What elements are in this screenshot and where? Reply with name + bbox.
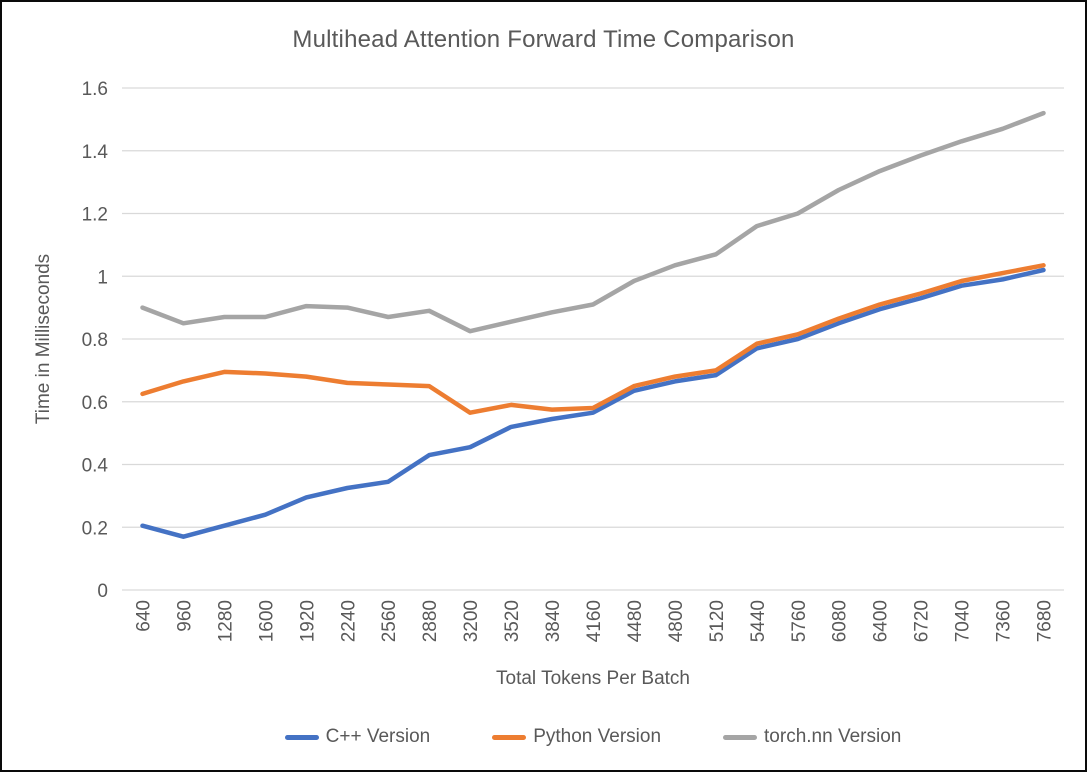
legend-line-marker: [492, 734, 527, 740]
x-tick-label: 640: [133, 600, 154, 632]
y-tick-label: 0: [97, 581, 108, 602]
x-tick-label: 5440: [748, 600, 769, 642]
legend-item-python: Python Version: [492, 726, 661, 748]
x-tick-label: 2880: [420, 600, 441, 642]
series-line-torch-nn-version: [140, 110, 1046, 334]
x-tick-label: 5760: [789, 600, 810, 642]
y-tick-label: 0.6: [82, 393, 108, 414]
series-line-c-version: [140, 267, 1046, 539]
legend: C++ Version Python Version torch.nn Vers…: [122, 726, 1064, 748]
x-tick-label: 1920: [297, 600, 318, 642]
x-tick-label: 3520: [502, 600, 523, 642]
y-tick-label: 0.2: [82, 518, 108, 539]
x-tick-label: 7040: [953, 600, 974, 642]
x-tick-label: 1280: [215, 600, 236, 642]
x-axis-title: Total Tokens Per Batch: [496, 668, 690, 689]
x-tick-label: 960: [174, 600, 195, 632]
series-line-python-version: [140, 263, 1046, 415]
x-tick-label: 6400: [871, 600, 892, 642]
legend-line-marker: [284, 734, 319, 740]
x-tick-label: 4160: [584, 600, 605, 642]
x-tick-label: 1600: [256, 600, 277, 642]
x-tick-label: 7360: [994, 600, 1015, 642]
y-tick-label: 0.8: [82, 330, 108, 351]
x-tick-label: 3840: [543, 600, 564, 642]
legend-line-marker: [723, 734, 758, 740]
legend-label: Python Version: [533, 726, 662, 747]
legend-label: torch.nn Version: [764, 726, 902, 747]
y-tick-label: 1.6: [82, 79, 108, 100]
y-axis-title: Time in Milliseconds: [33, 253, 54, 425]
x-tick-label: 6080: [830, 600, 851, 642]
y-tick-label: 0.4: [82, 456, 109, 477]
x-tick-label: 2240: [338, 600, 359, 642]
x-tick-label: 4480: [625, 600, 646, 642]
y-tick-label: 1: [97, 267, 108, 288]
x-tick-label: 3200: [461, 600, 482, 642]
x-tick-label: 4800: [666, 600, 687, 642]
chart-title: Multihead Attention Forward Time Compari…: [292, 26, 795, 53]
legend-item-torchnn: torch.nn Version: [723, 726, 901, 748]
x-tick-label: 2560: [379, 600, 400, 642]
x-tick-label: 5120: [707, 600, 728, 642]
legend-label: C++ Version: [325, 726, 431, 747]
x-tick-label: 6720: [912, 600, 933, 642]
legend-item-cpp: C++ Version: [284, 726, 431, 748]
y-tick-label: 1.2: [82, 205, 108, 226]
y-tick-label: 1.4: [82, 142, 109, 163]
x-tick-label: 7680: [1035, 600, 1056, 642]
